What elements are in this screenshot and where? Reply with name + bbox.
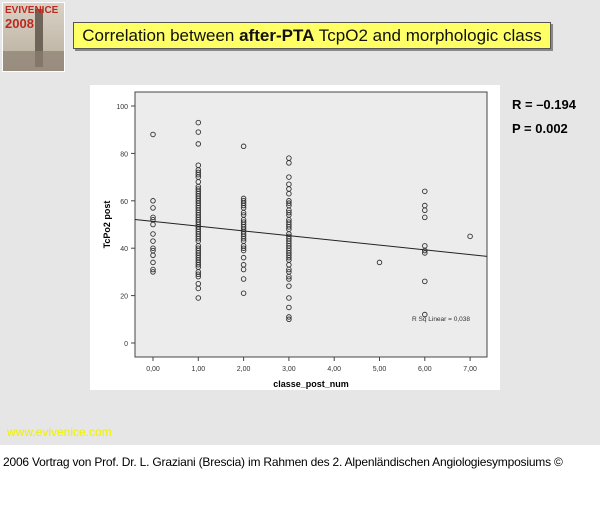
data-point [150, 266, 156, 273]
data-point [195, 273, 202, 280]
regression-line [134, 219, 488, 257]
data-point [195, 129, 202, 135]
data-point [286, 304, 292, 311]
logo-text-2: 2008 [5, 16, 34, 31]
data-point [286, 276, 292, 282]
data-point [286, 273, 292, 280]
x-tick-label: 7,00 [463, 366, 477, 373]
data-point [422, 278, 428, 285]
x-tick-label: 3,00 [282, 366, 296, 373]
data-point [150, 198, 156, 204]
y-tick-label: 40 [120, 246, 128, 253]
data-point [286, 190, 292, 197]
title-bold: after-PTA [239, 26, 315, 45]
data-point [195, 235, 202, 242]
data-point [240, 266, 247, 273]
data-point [286, 224, 292, 230]
data-point [195, 171, 202, 178]
data-point [150, 259, 156, 266]
data-point [286, 266, 292, 273]
data-point [240, 209, 247, 216]
data-point [376, 259, 383, 266]
x-axis-label: classe_post_num [273, 379, 349, 389]
data-point [240, 290, 247, 296]
chart: 0 20 40 60 80 100 0,00 1,00 2,00 3,00 4,00 5,00 6,00… [90, 85, 500, 390]
p-value: P = 0.002 [512, 121, 568, 136]
data-point [195, 119, 202, 126]
data-point [150, 205, 156, 211]
data-point [195, 285, 202, 292]
x-tick-label: 2,00 [237, 366, 251, 373]
r-squared-annotation: R Sq Linear = 0,038 [412, 316, 470, 323]
y-tick-label: 100 [116, 104, 128, 111]
x-tick-label: 1,00 [191, 366, 205, 373]
data-point [422, 250, 428, 256]
x-tick-label: 5,00 [373, 366, 387, 373]
title-prefix: Correlation between [82, 26, 240, 45]
data-point [240, 202, 247, 209]
slide-title: Correlation between after-PTA TcpO2 and … [73, 22, 551, 49]
y-tick-label: 0 [124, 341, 128, 348]
data-point [286, 160, 292, 166]
y-tick-label: 80 [120, 151, 128, 158]
x-tick-label: 6,00 [418, 366, 432, 373]
data-point [150, 221, 156, 228]
data-point [286, 316, 292, 323]
stats: R = –0.194 P = 0.002 [512, 93, 576, 141]
data-point [467, 233, 473, 240]
logo-text-1: EVIVENICE [5, 5, 59, 16]
data-point [150, 214, 156, 221]
data-point [422, 207, 428, 214]
data-point [150, 131, 156, 138]
data-point [240, 254, 247, 261]
data-point [195, 295, 202, 301]
data-point [240, 235, 247, 242]
data-point [150, 238, 156, 244]
scatter-plot: 0 20 40 60 80 100 0,00 1,00 2,00 3,00 4,00 5,00 6,00… [102, 91, 488, 389]
data-point [240, 143, 247, 150]
evivenice-logo: EVIVENICE 2008 [2, 2, 65, 72]
y-axis-label: TcPo2 post [102, 201, 112, 249]
title-suffix: TcpO2 and morphologic class [314, 26, 542, 45]
data-point [286, 174, 292, 180]
y-tick-label: 20 [120, 294, 128, 301]
slide: EVIVENICE 2008 Correlation between after… [0, 0, 600, 445]
data-point [150, 231, 156, 237]
data-point [286, 200, 292, 206]
data-point [195, 141, 202, 147]
data-point [240, 276, 247, 282]
data-point [286, 314, 292, 320]
website-link[interactable]: www.evivenice.com [7, 425, 112, 439]
data-point [150, 252, 156, 259]
data-point [422, 214, 428, 221]
footer-credit: 2006 Vortrag von Prof. Dr. L. Graziani (… [3, 455, 563, 469]
data-point [286, 295, 292, 301]
data-point [240, 247, 247, 254]
y-tick-label: 60 [120, 199, 128, 206]
x-tick-label: 0,00 [146, 366, 160, 373]
plot-area [134, 91, 488, 358]
data-point [422, 311, 428, 318]
data-point [150, 245, 156, 251]
x-tick-label: 4,00 [327, 366, 341, 373]
data-point [240, 245, 247, 251]
r-value: R = –0.194 [512, 97, 576, 112]
data-point [195, 262, 202, 268]
data-point [286, 283, 292, 289]
data-point [150, 269, 156, 275]
data-point [195, 271, 202, 278]
data-point [286, 209, 292, 216]
data-point [422, 188, 428, 195]
data-point [286, 254, 292, 261]
